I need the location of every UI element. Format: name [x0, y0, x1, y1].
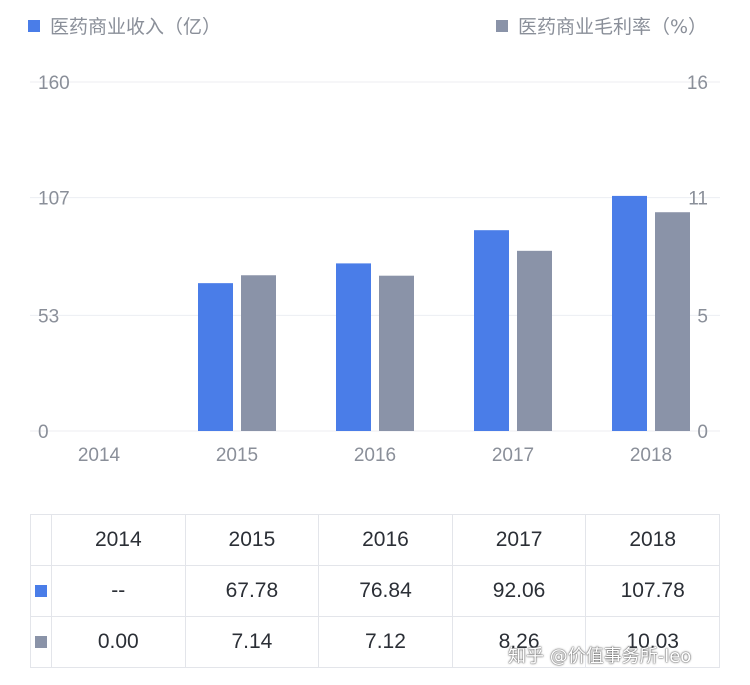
y-right-tick-label: 16 — [687, 73, 708, 94]
row-swatch-revenue — [35, 585, 47, 597]
y-left-tick-label: 107 — [38, 189, 70, 210]
table-header-cell: 2017 — [451, 514, 587, 566]
table-header-row: 2014 2015 2016 2017 2018 — [30, 514, 720, 566]
legend-swatch-revenue — [28, 19, 40, 32]
bar-revenue-2016 — [336, 263, 371, 431]
legend-label-margin: 医药商业毛利率（%） — [518, 16, 708, 38]
bar-revenue-2017 — [474, 230, 509, 431]
x-tick-label: 2014 — [78, 445, 121, 466]
table-row-revenue: -- 67.78 76.84 92.06 107.78 — [30, 565, 720, 617]
table-header-cell: 2016 — [318, 514, 453, 566]
table-cell: 0.00 — [51, 616, 186, 668]
table-corner-cell — [30, 514, 52, 566]
table-cell: 10.03 — [585, 616, 720, 668]
table-row-marker — [30, 616, 52, 668]
legend-item-revenue[interactable]: 医药商业收入（亿） — [28, 12, 221, 39]
legend-item-margin[interactable]: 医药商业毛利率（%） — [496, 12, 707, 39]
table-cell: 7.12 — [318, 616, 453, 668]
x-tick-label: 2015 — [216, 445, 258, 466]
bar-margin-2017 — [517, 250, 552, 431]
bar-revenue-2018 — [612, 195, 647, 431]
bar-margin-2016 — [379, 275, 414, 431]
bar-chart: 0 0 53 5 107 11 160 16 2014 2015 2016 2017 2018 — [30, 73, 720, 466]
y-left-tick-label: 0 — [38, 422, 49, 443]
table-header-cell: 2014 — [51, 514, 186, 566]
table-header-cell: 2018 — [585, 514, 720, 566]
legend-label-revenue: 医药商业收入（亿） — [50, 16, 222, 38]
row-swatch-margin — [35, 636, 47, 648]
table-cell: 107.78 — [585, 565, 720, 617]
y-left-tick-label: 160 — [38, 73, 70, 94]
x-tick-label: 2016 — [354, 445, 396, 466]
legend: 医药商业收入（亿） 医药商业毛利率（%） — [0, 12, 750, 42]
table-cell: 7.14 — [184, 616, 320, 668]
y-right-tick-label: 11 — [688, 189, 708, 210]
table-cell: 92.06 — [451, 565, 587, 617]
bar-margin-2015 — [241, 275, 276, 431]
table-row-margin: 0.00 7.14 7.12 8.26 10.03 — [30, 616, 720, 668]
legend-swatch-margin — [496, 19, 508, 32]
table-cell: 76.84 — [318, 565, 453, 617]
y-right-tick-label: 5 — [697, 306, 708, 327]
y-left-tick-label: 53 — [38, 306, 59, 327]
watermark: 知乎 @价值事务所-leo — [508, 646, 692, 667]
x-tick-label: 2018 — [630, 445, 672, 466]
table-cell: 8.26 — [451, 616, 587, 668]
bar-revenue-2015 — [198, 283, 233, 431]
y-right-tick-label: 0 — [697, 422, 708, 443]
bar-margin-2018 — [655, 212, 690, 431]
data-table: 2014 2015 2016 2017 2018 -- 67.78 76.84 … — [30, 514, 720, 668]
table-cell: 67.78 — [184, 565, 320, 617]
table-row-marker — [30, 565, 52, 617]
table-cell: -- — [51, 565, 186, 617]
table-header-cell: 2015 — [184, 514, 320, 566]
x-tick-label: 2017 — [492, 445, 534, 466]
